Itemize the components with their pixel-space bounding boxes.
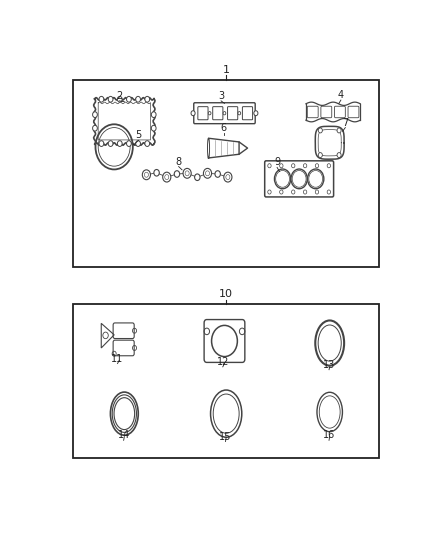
Circle shape [203,168,212,178]
Circle shape [92,125,97,131]
Circle shape [304,164,307,168]
Text: 10: 10 [219,289,233,298]
FancyBboxPatch shape [242,107,253,120]
Circle shape [327,190,331,194]
Circle shape [223,111,226,115]
Circle shape [337,152,341,158]
FancyBboxPatch shape [307,106,318,118]
Bar [74,304,379,458]
Text: 2: 2 [116,91,122,101]
Text: 9: 9 [274,157,280,167]
FancyBboxPatch shape [228,107,238,120]
Circle shape [162,172,171,182]
Circle shape [309,171,323,187]
Circle shape [151,125,156,131]
Circle shape [337,128,341,133]
Circle shape [275,169,291,189]
Circle shape [145,141,150,147]
Text: 14: 14 [117,430,130,440]
Circle shape [117,96,122,102]
Circle shape [292,190,295,194]
FancyBboxPatch shape [321,106,332,118]
Circle shape [142,170,151,180]
Bar [74,80,379,267]
Circle shape [145,172,148,177]
Circle shape [307,169,324,189]
Circle shape [315,164,319,168]
Circle shape [185,171,189,176]
Circle shape [276,171,290,187]
Circle shape [136,96,141,102]
Circle shape [224,172,232,182]
Circle shape [127,96,131,102]
FancyBboxPatch shape [348,106,359,118]
Circle shape [99,141,104,147]
Circle shape [194,174,200,181]
Circle shape [215,171,220,177]
Text: 16: 16 [323,430,335,440]
Circle shape [292,164,295,168]
Text: 1: 1 [223,64,230,75]
Circle shape [151,112,156,117]
Circle shape [191,111,195,116]
Circle shape [279,164,283,168]
Text: 4: 4 [338,90,344,100]
Circle shape [92,112,97,117]
Circle shape [279,190,283,194]
Circle shape [99,96,104,102]
Ellipse shape [208,138,209,158]
Text: 3: 3 [218,91,224,101]
Text: 12: 12 [216,357,229,367]
Circle shape [292,171,306,187]
FancyBboxPatch shape [335,106,345,118]
FancyBboxPatch shape [198,107,208,120]
Text: 11: 11 [111,353,124,364]
Circle shape [268,164,271,168]
Circle shape [226,175,230,180]
Circle shape [205,171,209,176]
Circle shape [327,164,331,168]
Circle shape [165,175,169,180]
Circle shape [318,152,322,158]
Circle shape [315,190,319,194]
Circle shape [238,111,241,115]
Circle shape [117,141,122,147]
Circle shape [254,111,258,116]
FancyBboxPatch shape [213,107,223,120]
Circle shape [136,141,141,147]
Text: 15: 15 [219,432,232,441]
Circle shape [291,169,307,189]
Text: 6: 6 [221,123,227,133]
Circle shape [268,190,271,194]
Circle shape [127,141,131,147]
Circle shape [174,171,180,177]
Circle shape [108,141,113,147]
Text: 7: 7 [342,118,349,127]
Text: 5: 5 [135,130,142,140]
Circle shape [318,128,322,133]
Circle shape [108,96,113,102]
Circle shape [154,169,159,176]
Circle shape [304,190,307,194]
Text: 13: 13 [323,360,335,370]
Circle shape [183,168,191,178]
Circle shape [145,96,150,102]
Text: 8: 8 [176,157,182,166]
Circle shape [208,111,211,115]
